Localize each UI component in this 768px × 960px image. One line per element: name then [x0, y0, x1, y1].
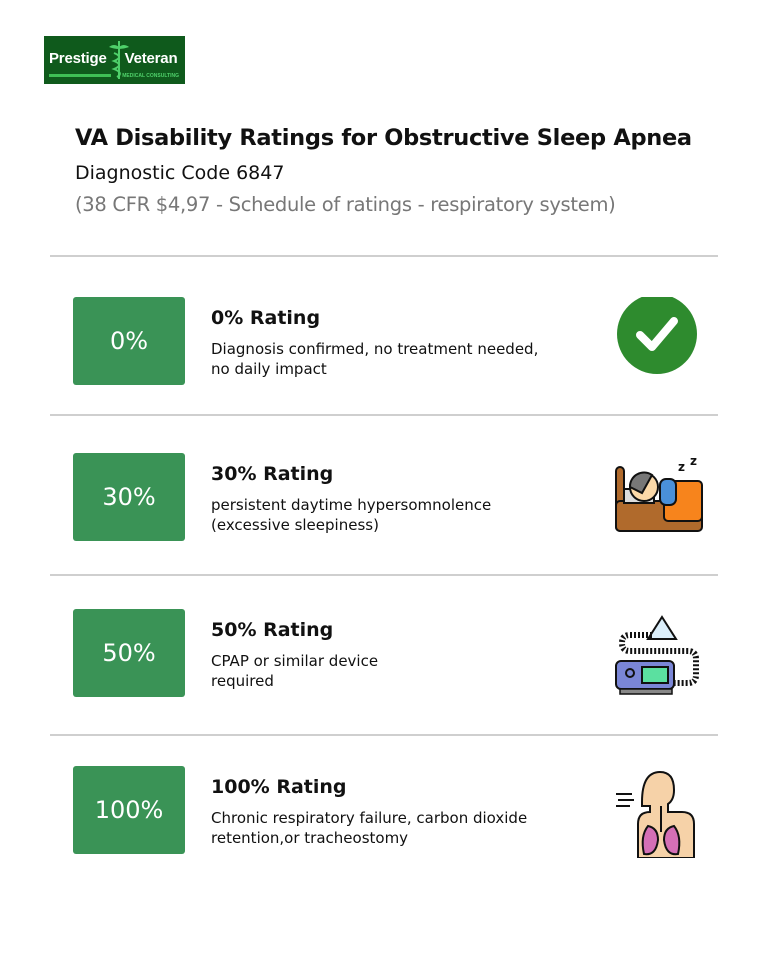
- rating-badge: 0%: [73, 297, 185, 385]
- rating-title: 50% Rating: [211, 619, 334, 641]
- rating-description: persistent daytime hypersomnolence (exces…: [211, 496, 492, 534]
- diagnostic-code: Diagnostic Code 6847: [75, 162, 285, 184]
- divider: [50, 255, 718, 257]
- svg-text:z: z: [690, 454, 697, 468]
- svg-text:z: z: [678, 460, 685, 474]
- rating-title: 100% Rating: [211, 776, 347, 798]
- rating-row-50: 50% 50% Rating CPAP or similar device req…: [0, 609, 768, 699]
- page-title: VA Disability Ratings for Obstructive Sl…: [75, 125, 692, 151]
- rating-badge: 100%: [73, 766, 185, 854]
- rating-description: Diagnosis confirmed, no treatment needed…: [211, 340, 539, 378]
- caduceus-icon: [109, 41, 129, 79]
- cpap-machine-icon: [615, 615, 699, 695]
- rating-row-100: 100% 100% Rating Chronic respiratory fai…: [0, 766, 768, 858]
- rating-badge: 30%: [73, 453, 185, 541]
- check-circle-icon: [617, 297, 697, 374]
- sleeping-person-icon: z z: [615, 454, 703, 532]
- rating-title: 0% Rating: [211, 307, 321, 329]
- divider: [50, 734, 718, 736]
- rating-row-30: 30% 30% Rating persistent daytime hypers…: [0, 453, 768, 543]
- respiratory-system-icon: [616, 770, 695, 858]
- logo: Prestige Veteran MEDICAL CONSULTING: [44, 36, 185, 84]
- rating-badge: 50%: [73, 609, 185, 697]
- rating-title: 30% Rating: [211, 463, 334, 485]
- divider: [50, 414, 718, 416]
- rating-description: CPAP or similar device required: [211, 652, 379, 690]
- regulation-reference: (38 CFR $4,97 - Schedule of ratings - re…: [75, 193, 616, 216]
- rating-row-0: 0% 0% Rating Diagnosis confirmed, no tre…: [0, 297, 768, 387]
- rating-description: Chronic respiratory failure, carbon diox…: [211, 809, 528, 847]
- divider: [50, 574, 718, 576]
